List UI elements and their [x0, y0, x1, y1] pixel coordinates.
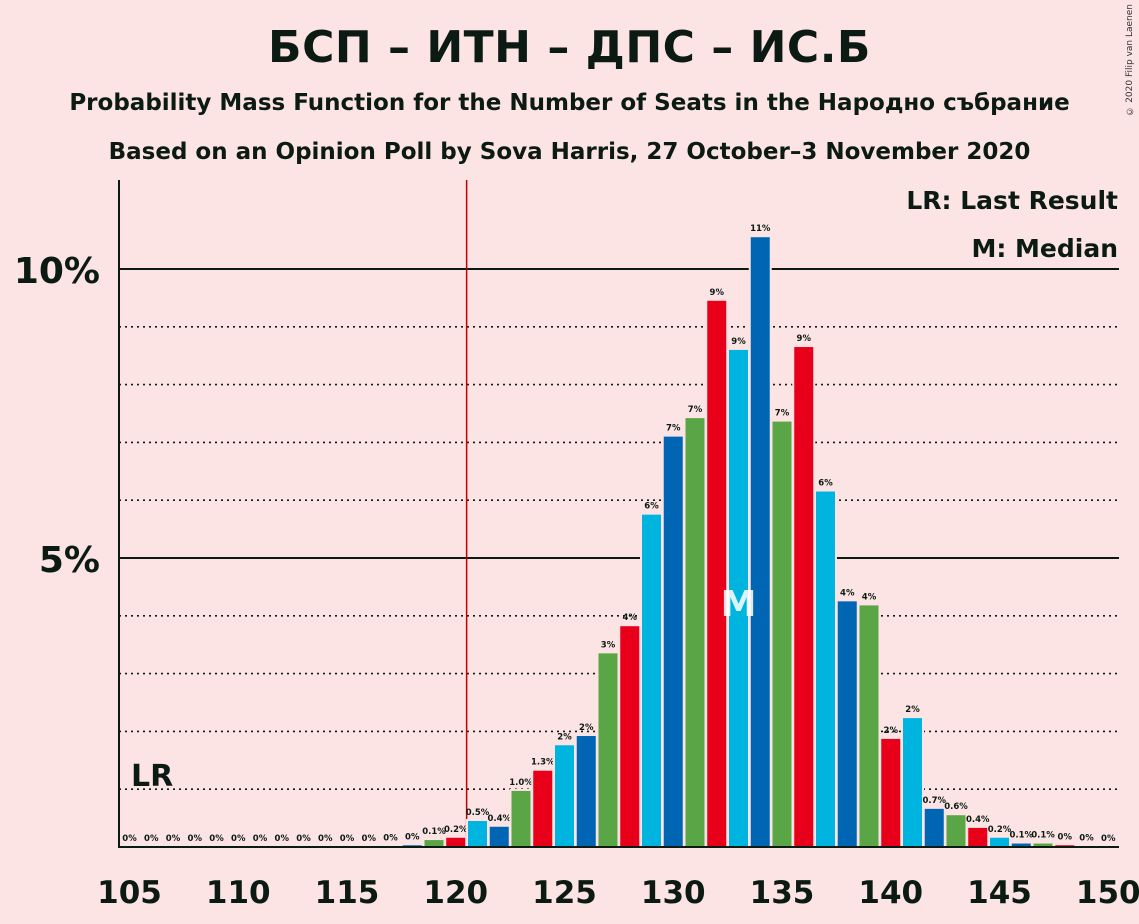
bar-seats-122	[489, 826, 509, 847]
bar-value-label: 0.1%	[422, 827, 446, 837]
bar-seats-146	[1011, 843, 1031, 847]
bar-seats-137	[816, 491, 835, 847]
x-tick-label: 115	[315, 875, 380, 911]
bar-value-label: 0.5%	[466, 808, 490, 818]
bar-value-label: 0.2%	[444, 825, 468, 835]
bar-value-label: 4%	[623, 613, 638, 623]
bar-value-label: 0.6%	[944, 802, 968, 812]
bar-seats-123	[511, 790, 531, 847]
bar-value-label: 0.4%	[966, 815, 990, 825]
bar-seats-130	[663, 436, 683, 847]
bar-value-label: 2%	[579, 723, 594, 733]
bar-seats-124	[533, 770, 553, 847]
bar-value-label: 1.3%	[531, 758, 555, 768]
bar-value-label: 6%	[818, 479, 833, 489]
bar-value-label: 0%	[296, 834, 311, 844]
y-tick-label: 10%	[14, 251, 100, 292]
bar-value-label: 0%	[166, 834, 181, 844]
bar-seats-132	[707, 300, 727, 847]
bar-seats-147	[1033, 843, 1053, 847]
bar-value-label: 0%	[231, 834, 246, 844]
bar-seats-142	[924, 808, 944, 847]
bar-value-label: 2%	[905, 705, 920, 715]
bar-seats-139	[859, 605, 879, 847]
x-tick-label: 130	[641, 875, 706, 911]
bar-seats-131	[685, 418, 705, 847]
bar-seats-120	[446, 837, 466, 847]
bar-value-label: 0%	[340, 834, 355, 844]
bar-value-label: 9%	[710, 288, 725, 298]
chart-title: БСП – ИТН – ДПС – ИС.Б	[268, 22, 871, 73]
bar-halo	[1053, 843, 1077, 847]
bar-seats-143	[946, 815, 966, 847]
bar-value-label: 6%	[644, 502, 659, 512]
bar-seats-128	[620, 626, 640, 847]
chart-subtitle: Probability Mass Function for the Number…	[69, 90, 1070, 116]
last-result-marker: LR	[131, 759, 173, 794]
bar-value-label: 2%	[884, 726, 899, 736]
bar-value-label: 0.1%	[1009, 831, 1033, 841]
x-tick-label: 125	[532, 875, 597, 911]
bar-value-label: 11%	[750, 224, 771, 234]
y-tick-label: 5%	[39, 540, 100, 581]
x-tick-label: 145	[967, 875, 1032, 911]
bar-value-label: 7%	[666, 424, 681, 434]
x-tick-label: 150	[1076, 875, 1139, 911]
bar-value-label: 0%	[383, 833, 398, 843]
bar-value-label: 0.7%	[922, 796, 946, 806]
bar-seats-126	[576, 736, 596, 847]
bar-value-label: 0%	[209, 834, 224, 844]
bar-value-label: 0.4%	[487, 814, 511, 824]
bar-value-label: 0%	[122, 834, 137, 844]
median-marker: M	[721, 584, 757, 625]
x-tick-label: 110	[206, 875, 271, 911]
bar-value-label: 0%	[362, 834, 377, 844]
bar-value-label: 3%	[601, 640, 616, 650]
legend-last-result: LR: Last Result	[906, 186, 1118, 215]
bar-value-label: 0%	[144, 834, 159, 844]
bar-seats-135	[772, 421, 792, 847]
bar-value-label: 7%	[775, 409, 790, 419]
bar-seats-138	[837, 601, 857, 847]
bar-seats-129	[642, 514, 661, 847]
bar-value-label: 7%	[688, 405, 703, 415]
bar-seats-140	[881, 738, 901, 847]
x-tick-label: 140	[858, 875, 923, 911]
bar-seats-141	[903, 718, 922, 847]
bar-seats-144	[968, 827, 988, 847]
bar-seats-136	[794, 347, 814, 847]
x-tick-label: 120	[423, 875, 488, 911]
bar-value-label: 1.0%	[509, 778, 533, 788]
bar-seats-127	[598, 653, 618, 847]
bar-value-label: 0%	[318, 834, 333, 844]
bar-value-label: 4%	[862, 592, 877, 602]
bar-halo	[400, 843, 424, 847]
bar-value-label: 0%	[188, 834, 203, 844]
bar-seats-145	[990, 837, 1009, 847]
bar-value-label: 0%	[405, 832, 420, 842]
bar-seats-121	[468, 820, 487, 847]
bar-value-label: 4%	[840, 588, 855, 598]
bar-value-label: 0%	[1058, 832, 1073, 842]
bar-value-label: 0%	[275, 834, 290, 844]
x-tick-label: 105	[97, 875, 162, 911]
chart-source: Based on an Opinion Poll by Sova Harris,…	[108, 139, 1031, 165]
bar-value-label: 0.1%	[1031, 831, 1055, 841]
legend-median: M: Median	[971, 234, 1118, 263]
bar-value-label: 0%	[1101, 834, 1116, 844]
bar-seats-133	[729, 349, 748, 847]
bar-value-label: 9%	[731, 337, 746, 347]
bar-halo	[1075, 844, 1098, 847]
bar-value-label: 0%	[1079, 833, 1094, 843]
bar-value-label: 0.2%	[988, 825, 1012, 835]
bar-halo	[379, 844, 402, 847]
bar-seats-119	[424, 840, 444, 847]
bar-value-label: 0%	[253, 834, 268, 844]
bar-seats-134	[750, 237, 770, 847]
bar-value-label: 9%	[797, 334, 812, 344]
bar-seats-125	[555, 745, 574, 847]
bar-value-label: 2%	[557, 732, 572, 742]
x-tick-label: 135	[750, 875, 815, 911]
